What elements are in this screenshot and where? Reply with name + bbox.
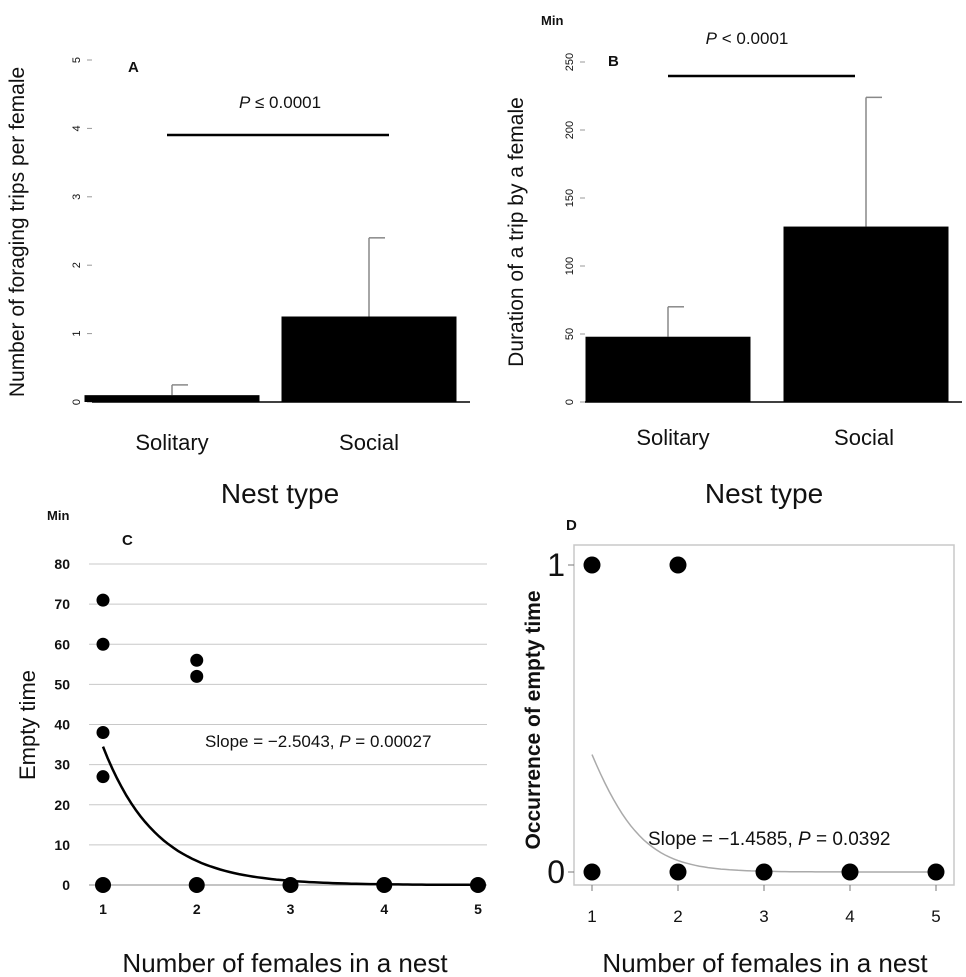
panel-c-ytick-label: 70	[54, 596, 70, 612]
panel-a-ytick-label: 2	[71, 262, 83, 268]
panel-a-ytick-label: 4	[71, 125, 83, 131]
panel-c-xlabel: Number of females in a nest	[122, 948, 448, 977]
panel-c-ytick-label: 60	[54, 636, 70, 652]
panel-c-point	[96, 593, 110, 607]
panel-d-point	[669, 863, 687, 881]
panel-d-ylabel: Occurrence of empty time	[522, 590, 545, 849]
panel-a-ylabel: Number of foraging trips per female	[6, 67, 29, 397]
panel-d-xtick-label: 2	[673, 907, 682, 926]
panel-c-ytick-label: 20	[54, 797, 70, 813]
panel-a-category-solitary: Solitary	[135, 430, 208, 455]
panel-b-xlabel: Nest type	[705, 478, 823, 509]
panel-c-fit-curve	[101, 746, 478, 887]
panel-b-ytick-label: 0	[564, 399, 576, 405]
panel-c-ytick-label: 50	[54, 676, 70, 692]
panel-c-point	[282, 877, 299, 893]
panel-b-ytick-label: 200	[564, 121, 576, 139]
panel-d-ticks: 0 1 1 2 3 4 5	[547, 547, 941, 926]
panel-c-xtick-label: 1	[99, 901, 107, 917]
panel-c-unit: Min	[47, 508, 69, 523]
panel-d-ytick-label: 1	[547, 547, 565, 583]
panel-c-xtick-label: 5	[474, 901, 482, 917]
panel-d-ytick-label: 0	[547, 854, 565, 890]
panel-b-ytick-label: 50	[564, 328, 576, 340]
panel-a-ytick-label: 1	[71, 331, 83, 337]
panel-b-unit: Min	[541, 13, 563, 28]
panel-c-ytick-label: 10	[54, 837, 70, 853]
panel-b-ylabel: Duration of a trip by a female	[505, 97, 528, 367]
panel-c-point	[95, 877, 111, 893]
panel-d-xtick-label: 3	[759, 907, 768, 926]
panel-c-ytick-label: 0	[62, 877, 70, 893]
panel-a-ytick-label: 5	[71, 57, 83, 63]
panel-c-point	[96, 637, 110, 651]
panel-a: A Number of foraging trips per female 0 1…	[6, 57, 470, 509]
panel-b-bars	[585, 96, 949, 402]
panel-b-ytick-label: 100	[564, 257, 576, 275]
panel-c-gridlines: 0 10 20 30 40 50 60 70 80 1 2 3 4 5	[54, 556, 487, 917]
panel-a-yticks: 0 1 2 3 4 5	[71, 57, 92, 405]
panel-c-ytick-label: 40	[54, 717, 70, 733]
panel-d-fit-curve	[591, 754, 936, 873]
panel-c-xtick-label: 3	[287, 901, 295, 917]
panel-d-point	[583, 556, 601, 574]
panel-a-ytick-label: 3	[71, 194, 83, 200]
panel-c-point	[96, 770, 110, 784]
panel-c-ylabel: Empty time	[15, 670, 40, 780]
panel-d-point	[841, 863, 859, 881]
panel-d-xtick-label: 4	[845, 907, 854, 926]
panel-c-point	[188, 877, 205, 893]
panel-a-bars	[84, 237, 457, 402]
panel-c-xtick-label: 4	[380, 901, 388, 917]
panel-b-label: B	[608, 53, 619, 70]
panel-b-bar-social	[783, 226, 949, 402]
panel-d-point	[669, 556, 687, 574]
panel-c-ytick-label: 80	[54, 556, 70, 572]
panel-b-pvalue: P < 0.0001	[706, 29, 789, 48]
panel-c-xtick-label: 2	[193, 901, 201, 917]
panel-c-ytick-label: 30	[54, 757, 70, 773]
panel-d-xlabel: Number of females in a nest	[602, 948, 928, 977]
panel-d-xtick-label: 1	[587, 907, 596, 926]
panel-d-point	[755, 863, 773, 881]
panel-d-points	[583, 556, 945, 881]
panel-a-bar-solitary	[84, 395, 260, 402]
panel-a-ytick-label: 0	[71, 399, 83, 405]
panel-a-pvalue: P ≤ 0.0001	[239, 93, 321, 112]
panel-c-point	[96, 726, 110, 740]
panel-a-bar-social	[281, 316, 457, 402]
panel-c-point	[470, 877, 486, 893]
panel-b-yticks: 0 50 100 150 200 250	[564, 53, 585, 405]
panel-b-category-solitary: Solitary	[636, 425, 709, 450]
panel-a-label: A	[128, 59, 139, 76]
panel-c-label: C	[122, 532, 133, 549]
panel-b-bar-solitary	[585, 336, 751, 402]
panel-c-point	[190, 653, 204, 667]
panel-d: D Occurrence of empty time 0 1 1 2 3 4 5 Slope…	[522, 517, 955, 977]
panel-b-ytick-label: 150	[564, 189, 576, 207]
panel-b: Min B Duration of a trip by a female 0 50…	[505, 13, 962, 509]
panel-d-point	[927, 863, 945, 881]
panel-d-point	[583, 863, 601, 881]
panel-d-label: D	[566, 517, 577, 534]
panel-c-annotation: Slope = −2.5043, P = 0.00027	[205, 732, 431, 751]
panel-d-xtick-label: 5	[931, 907, 940, 926]
panel-a-xlabel: Nest type	[221, 478, 339, 509]
panel-c-point	[190, 669, 204, 683]
panel-b-category-social: Social	[834, 425, 894, 450]
panel-b-ytick-label: 250	[564, 53, 576, 71]
panel-a-category-social: Social	[339, 430, 399, 455]
panel-c-point	[376, 877, 393, 893]
panel-c-points	[95, 593, 486, 893]
panel-d-annotation: Slope = −1.4585, P = 0.0392	[648, 829, 890, 850]
